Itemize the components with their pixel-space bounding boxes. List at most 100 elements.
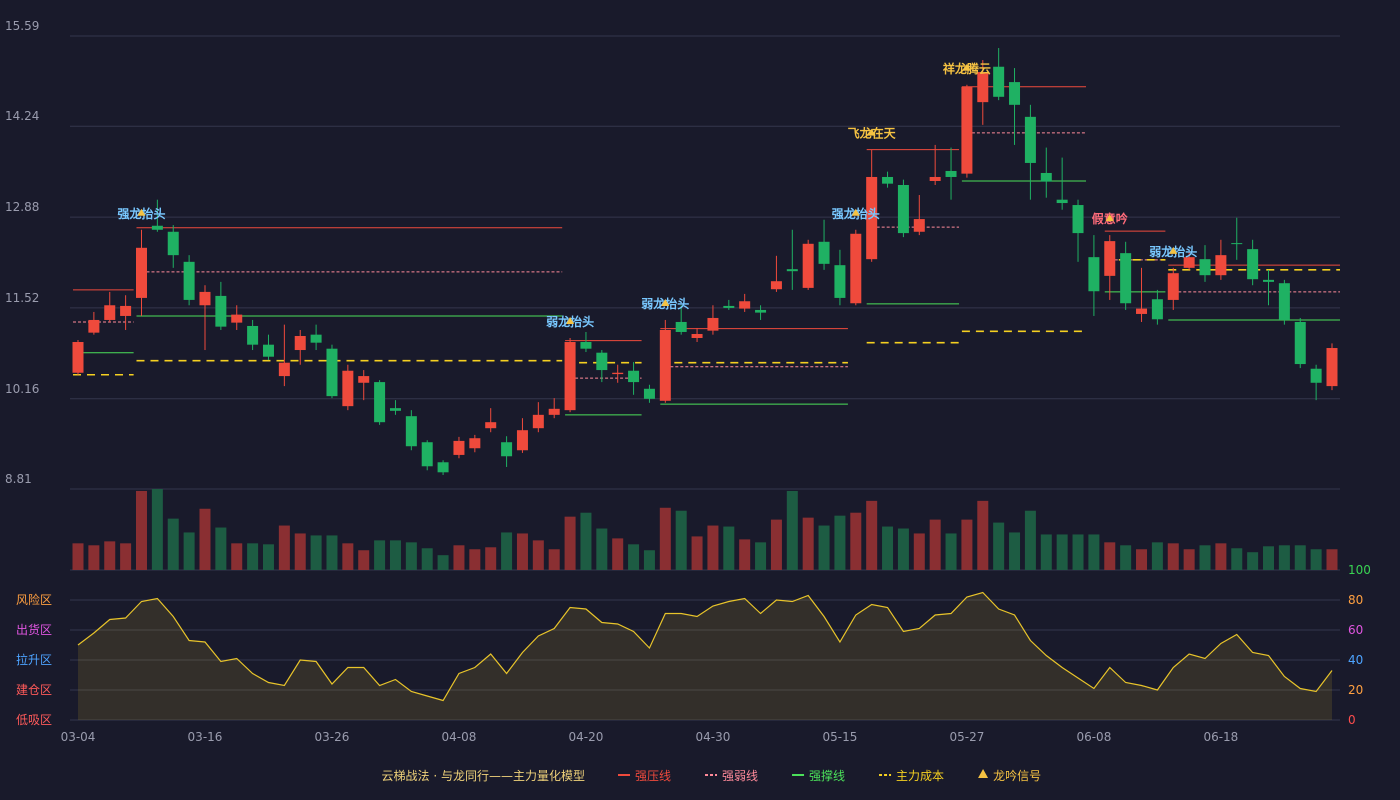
candle-body [516, 430, 528, 451]
volume-bar [548, 549, 560, 570]
x-tick-label: 04-30 [695, 730, 730, 744]
candle-body [1247, 249, 1259, 280]
volume-bar [1040, 534, 1052, 570]
candle-body [405, 416, 417, 447]
candle-body [199, 291, 211, 306]
signal-marker [851, 208, 860, 216]
x-tick-label: 03-16 [188, 730, 223, 744]
candle-body [389, 408, 401, 411]
x-tick-label: 03-26 [315, 730, 350, 744]
x-tick-label: 04-20 [569, 730, 604, 744]
zone-label: 出货区 [16, 622, 52, 637]
candle-body [866, 176, 878, 260]
volume-bar [834, 515, 846, 570]
candle-body [1199, 259, 1211, 276]
y2-tick-label: 60 [1348, 623, 1363, 637]
candle-body [247, 325, 259, 345]
legend-label: 强撑线 [809, 768, 845, 783]
candle-body [1310, 368, 1322, 383]
candle-body [1263, 279, 1275, 282]
candle-body [818, 241, 830, 264]
candle-body [1294, 321, 1306, 365]
volume-bar [1024, 510, 1036, 570]
candle-body [802, 243, 814, 288]
candle-body [1009, 82, 1021, 105]
y-tick-label: 12.88 [5, 200, 39, 214]
candle-body [929, 176, 941, 181]
volume-bar [961, 519, 973, 570]
candle-body [1104, 241, 1116, 276]
volume-bar [1310, 549, 1322, 570]
candle-body [278, 362, 290, 377]
candle-body [850, 233, 862, 304]
volume-bar [1136, 549, 1148, 570]
x-tick-label: 06-08 [1076, 730, 1111, 744]
volume-bar [723, 526, 735, 570]
candle-body [1040, 172, 1052, 182]
volume-bar [88, 545, 100, 570]
volume-bar [929, 519, 941, 570]
volume-bar [1278, 545, 1290, 570]
candle-body [564, 342, 576, 411]
volume-bar [1151, 542, 1163, 570]
candle-body [643, 388, 655, 399]
volume-bar [532, 540, 544, 570]
volume-bar [1056, 534, 1068, 570]
candle-body [580, 342, 592, 349]
volume-bar [659, 507, 671, 570]
y-tick-label: 8.81 [5, 472, 32, 486]
candle-body [501, 442, 513, 457]
candle-body [532, 414, 544, 429]
signal-marker [1105, 214, 1114, 222]
volume-bar [866, 500, 878, 570]
volume-bar [1326, 549, 1338, 570]
candle-body [882, 176, 894, 184]
legend-label: 强压线 [635, 769, 671, 783]
volume-bar [199, 508, 211, 570]
volume-bar [612, 538, 624, 570]
volume-bar [580, 512, 592, 570]
volume-bar [421, 548, 433, 570]
zone-label: 风险区 [16, 592, 52, 607]
indicator-area [78, 592, 1332, 720]
x-tick-label: 06-18 [1203, 730, 1238, 744]
volume-bar [405, 542, 417, 570]
candle-body [691, 333, 703, 338]
volume-bar [1263, 546, 1275, 570]
legend-label: 强弱线 [722, 769, 758, 783]
candle-body [151, 225, 163, 230]
volume-bar [1009, 532, 1021, 570]
volume-bar [1120, 545, 1132, 570]
candle-body [786, 269, 798, 272]
volume-bar [643, 550, 655, 570]
legend-label: 主力成本 [896, 769, 944, 783]
volume-bar [501, 532, 513, 570]
zone-label: 拉升区 [16, 652, 52, 667]
candle-body [1183, 257, 1195, 268]
signal-marker [661, 298, 670, 306]
signal-marker [566, 317, 575, 324]
candle-body [421, 442, 433, 467]
candle-body [834, 265, 846, 298]
candle-body [167, 231, 179, 256]
volume-bar [675, 510, 687, 570]
candle-body [913, 219, 925, 232]
candle-body [1278, 283, 1290, 320]
candle-body [977, 72, 989, 103]
volume-bar [882, 526, 894, 570]
volume-bar [485, 547, 497, 570]
candle-body [897, 184, 909, 234]
volume-bar [707, 525, 719, 570]
volume-bar [104, 541, 116, 570]
volume-bar [167, 518, 179, 570]
volume-bar [1167, 543, 1179, 570]
candle-body [548, 408, 560, 415]
volume-bar [278, 525, 290, 570]
volume-bar [262, 544, 274, 570]
volume-bar [1199, 545, 1211, 570]
signal-marker [962, 63, 971, 71]
candle-body [310, 334, 322, 343]
volume-bar [1072, 534, 1084, 570]
y-tick-label: 11.52 [5, 291, 39, 305]
